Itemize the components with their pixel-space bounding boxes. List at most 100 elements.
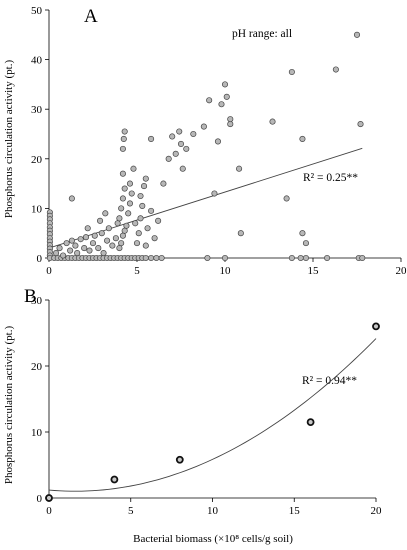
panel-a-data-point [302,240,310,247]
panel-b-r2-label: R² = 0.94** [302,375,357,387]
panel-a-data-point [299,230,306,237]
panel-a-data-point [140,183,148,190]
panel-a-data-point [148,135,155,143]
panel-a-data-point [133,240,141,247]
panel-a-data-point [160,180,167,187]
panel-a-data-point [119,170,126,177]
panel-a-data-point [100,249,107,257]
panel-a-y-tick-label: 50 [31,5,43,17]
panel-a-data-point [237,230,244,237]
panel-a-data-point [130,165,137,172]
panel-a-data-point [190,130,197,138]
panel-b-data-point [306,418,315,427]
panel-a-x-tick-label: 20 [396,265,407,277]
panel-a-data-point [142,254,149,262]
panel-a-data-point [177,140,185,147]
panel-b-data-point [372,322,380,331]
panel-a-data-point [74,249,81,257]
panel-a-data-point [165,155,172,162]
panel-a-data-point [269,118,276,125]
panel-b-data-point [175,455,184,464]
panel-a-data-point [95,245,102,252]
panel-a-data-point [359,254,366,262]
panel-a-data-point [218,101,225,108]
panel-a-data-point [125,210,132,217]
panel-a-y-tick-label: 20 [31,154,43,166]
panel-a-data-point [72,242,79,249]
panel-a-data-point [153,254,160,262]
panel-a-data-point [324,254,331,262]
panel-a-data-point [77,236,84,243]
panel-a-y-tick-label: 10 [31,203,43,215]
panel-a-data-point [221,254,229,262]
panel-a-data-point [142,175,149,182]
panel-a-data-point [221,81,229,88]
panel-a-data-point [288,68,295,76]
panel-b-trendline [48,338,377,492]
panel-b-y-axis-title: Phosphorus circulation activity (pt.) [3,326,15,485]
panel-a-data-point [63,240,70,247]
panel-b-x-tick-label: 10 [207,505,219,517]
panel-a-data-point [172,150,179,157]
panel-a-data-point [357,121,364,128]
panel-b-label: B [24,286,37,307]
panel-a-y-tick-label: 0 [37,253,43,265]
panel-a-data-point [137,215,144,222]
panel-a-x-tick-label: 10 [220,265,232,277]
panel-a-data-point [121,128,128,135]
panel-a-data-point [135,230,142,237]
panel-b-data-point [110,475,119,484]
panel-a-data-point [82,234,90,241]
panel-a-data-point [200,123,207,130]
panel-a-data-point [169,133,176,140]
panel-a-data-point [96,217,104,224]
panel-b-x-axis-title: Bacterial biomass (×10⁸ cells/g soil) [133,533,293,545]
panel-a-data-point [206,97,213,104]
panel-a-x-tick-label: 15 [308,265,320,277]
panel-b-y-tick-label: 10 [31,427,43,439]
panel-a-data-point [98,230,105,237]
panel-a-data-point [105,225,112,232]
panel-a-data-point [183,145,190,152]
panel-a-data-point [60,252,67,259]
panel-a-y-tick-label: 40 [31,55,43,67]
panel-b-y-tick-label: 30 [31,295,43,307]
panel-a-data-point [84,225,91,232]
panel-b-x-tick-label: 15 [289,505,301,517]
panel-a-data-point [137,192,144,200]
panel-a-data-point [91,232,98,239]
panel-a-data-point [144,225,151,232]
panel-a-data-point [227,116,234,123]
panel-b-x-tick-label: 20 [371,505,383,517]
panel-a-data-point [132,220,139,227]
panel-a-data-point [353,31,361,38]
panel-a-data-point [126,200,134,207]
panel-a-points [46,31,366,262]
panel-a-data-point [116,215,123,222]
panel-a-x-tick-label: 0 [46,265,52,277]
panel-a-data-point [151,235,158,242]
panel-a-data-point [86,247,93,254]
panel-a-data-point [52,249,60,257]
panel-a-data-point [109,242,116,249]
panel-a-label: A [84,6,98,27]
panel-a-data-point [68,195,75,202]
panel-a-data-point [68,237,75,244]
panel-a-ticks: 0 10 20 30 40 50 0 5 10 15 20 [31,5,407,277]
panel-a: A pH range: all R² = 0.25** Phosphorus c… [3,5,407,277]
panel-a-data-point [299,135,306,143]
panel-a-annotation: pH range: all [232,28,292,40]
panel-a-r2-label: R² = 0.25** [303,172,358,184]
panel-a-data-point [142,242,149,249]
panel-b-data-point [45,494,53,502]
panel-a-data-point [204,254,211,262]
panel-a-data-point [179,165,186,172]
panel-a-data-point [56,245,63,252]
panel-a-data-point [119,232,126,239]
panel-a-x-tick-label: 5 [134,265,140,277]
panel-a-data-point [118,205,125,212]
panel-a-data-point [67,247,74,254]
panel-a-data-point [302,254,310,262]
